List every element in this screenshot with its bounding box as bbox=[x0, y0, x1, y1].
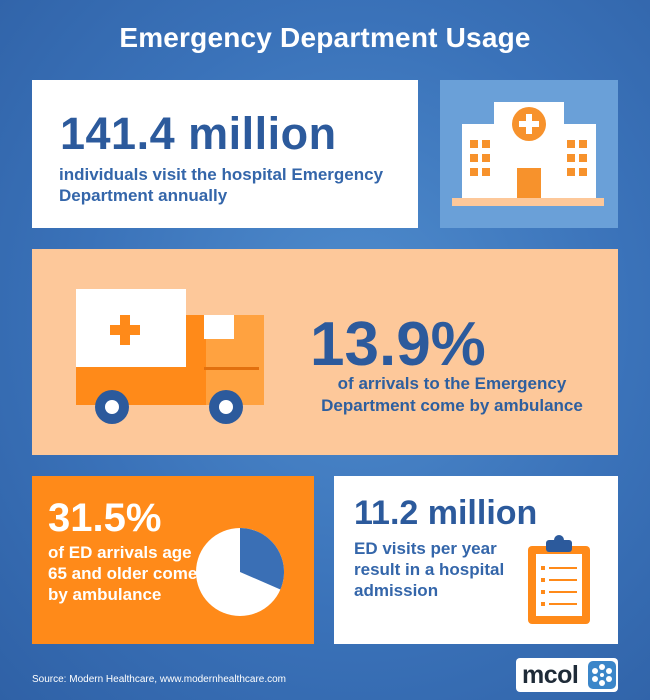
ambulance-icon bbox=[76, 289, 264, 424]
admissions-panel: 11.2 million ED visits per year result i… bbox=[334, 476, 618, 644]
mcol-logo: mcol bbox=[516, 658, 618, 692]
visits-description: individuals visit the hospital Emergency… bbox=[59, 165, 384, 205]
pie-slice-ambulance bbox=[240, 528, 284, 590]
hospital-panel bbox=[440, 80, 618, 228]
admissions-value: 11.2 million bbox=[354, 494, 538, 532]
ambulance-description: of arrivals to the Emergency Department … bbox=[321, 374, 583, 415]
age65-panel: 31.5% of ED arrivals age 65 and older co… bbox=[32, 476, 314, 644]
logo-asterisk-icon bbox=[588, 661, 616, 689]
hospital-icon bbox=[452, 102, 604, 206]
page-title: Emergency Department Usage bbox=[119, 22, 531, 53]
ambulance-value: 13.9% bbox=[310, 310, 486, 379]
ambulance-panel: 13.9% of arrivals to the Emergency Depar… bbox=[32, 249, 618, 455]
visits-value: 141.4 million bbox=[60, 108, 337, 159]
clipboard-icon bbox=[528, 535, 590, 624]
source-note: Source: Modern Healthcare, www.modernhea… bbox=[32, 674, 287, 685]
age65-value: 31.5% bbox=[48, 496, 162, 540]
admissions-description: ED visits per year result in a hospital … bbox=[354, 539, 505, 600]
age65-description: of ED arrivals age 65 and older come by … bbox=[48, 543, 198, 604]
pie-chart-icon bbox=[196, 528, 284, 616]
visits-panel: 141.4 million individuals visit the hosp… bbox=[32, 80, 418, 228]
logo-text: mcol bbox=[522, 661, 579, 689]
